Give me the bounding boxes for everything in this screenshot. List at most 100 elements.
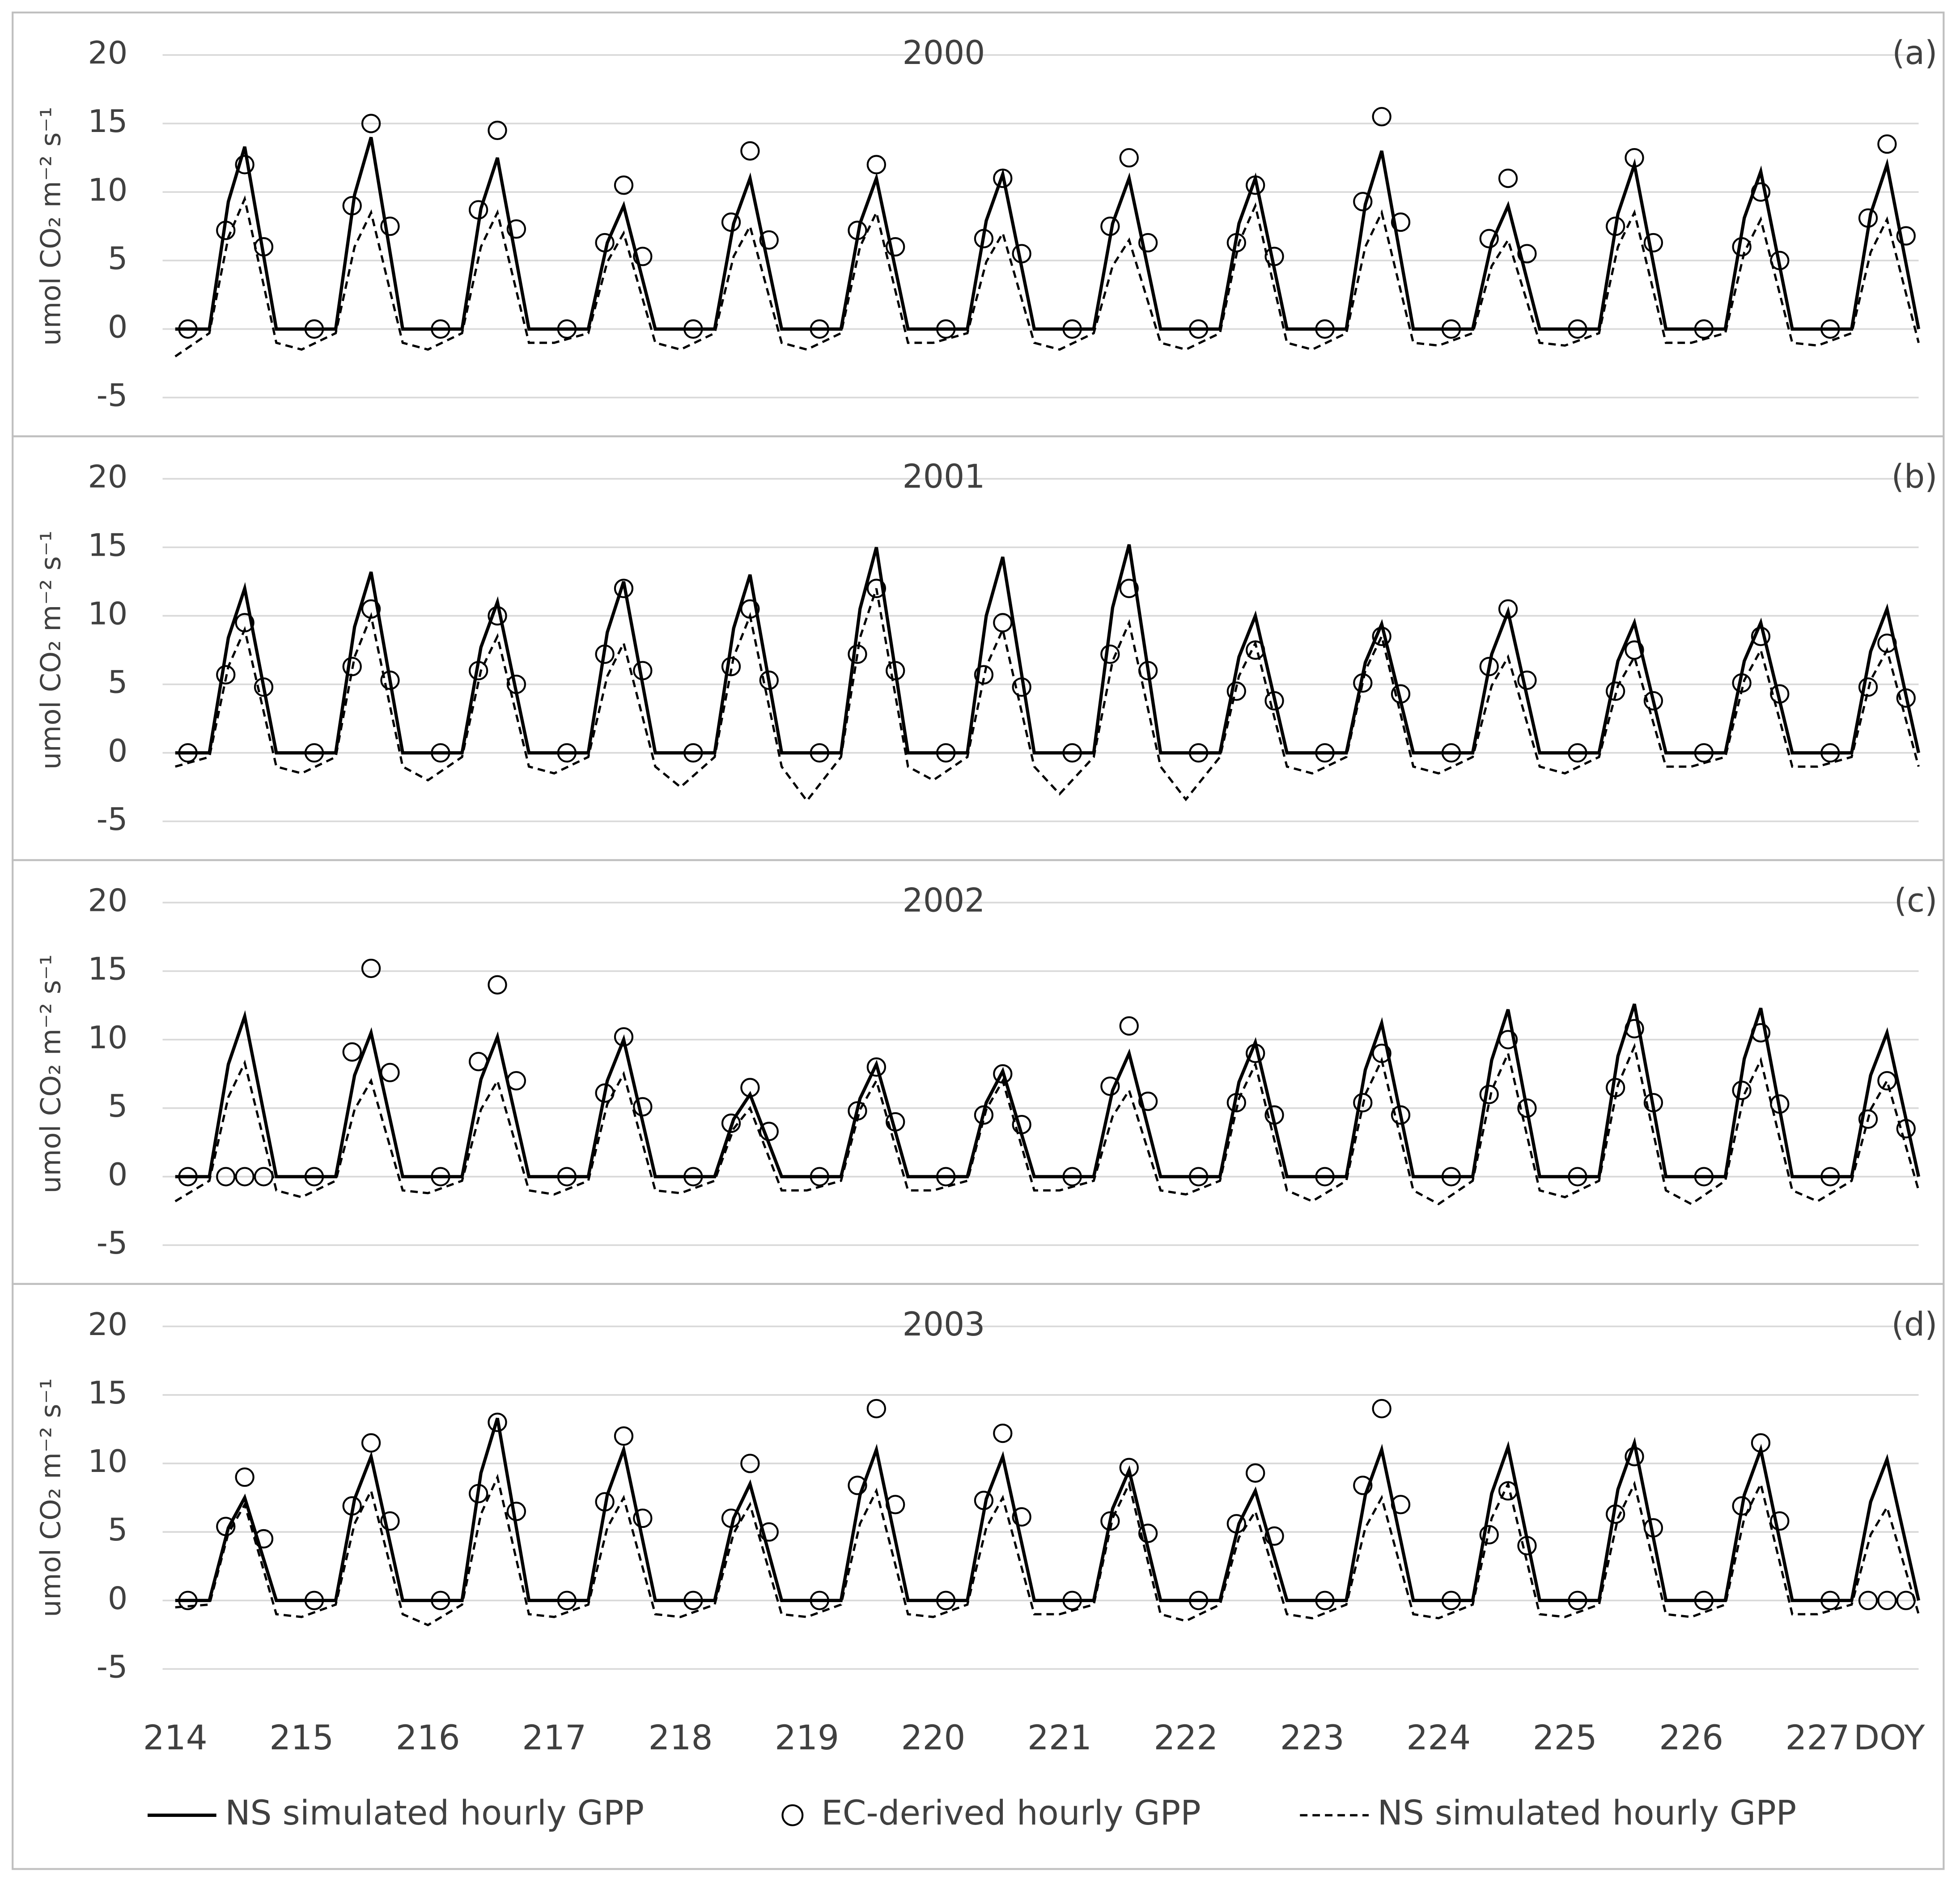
- data-point: [178, 743, 198, 763]
- data-point: [1226, 681, 1246, 701]
- data-point: [993, 1423, 1013, 1443]
- data-point: [683, 743, 703, 763]
- data-point: [936, 743, 956, 763]
- data-point: [1877, 1591, 1897, 1610]
- data-point: [866, 155, 887, 174]
- data-point: [361, 1433, 381, 1453]
- chart-title: 2000: [903, 34, 985, 72]
- data-point: [468, 661, 488, 680]
- data-point: [721, 1113, 741, 1133]
- data-point: [380, 1511, 400, 1531]
- data-point: [342, 196, 362, 216]
- data-point: [1372, 107, 1392, 127]
- data-point: [1138, 233, 1158, 253]
- data-point: [468, 1052, 488, 1072]
- data-point: [633, 661, 653, 680]
- y-tick-label: 0: [108, 733, 127, 769]
- panel-label: (d): [1892, 1306, 1938, 1344]
- y-axis-label: umol CO₂ m⁻² s⁻¹: [35, 1378, 67, 1617]
- data-point: [759, 1122, 779, 1141]
- y-tick-label: 15: [88, 1375, 127, 1411]
- data-point: [1625, 640, 1644, 660]
- data-point: [1246, 175, 1265, 195]
- line-series: [175, 136, 1921, 331]
- data-point: [1372, 1399, 1392, 1419]
- data-point: [488, 120, 507, 140]
- data-point: [886, 1112, 905, 1132]
- data-point: [557, 1591, 577, 1610]
- data-point: [866, 1057, 887, 1077]
- data-point: [1751, 1433, 1771, 1453]
- data-point: [1441, 1167, 1461, 1187]
- data-point: [1896, 1119, 1916, 1139]
- x-tick-label: 226: [1659, 1718, 1723, 1757]
- data-point: [342, 1496, 362, 1516]
- data-point: [1568, 319, 1587, 339]
- data-point: [1770, 251, 1790, 270]
- data-point: [557, 1167, 577, 1187]
- data-point: [595, 644, 615, 664]
- data-point: [216, 1517, 236, 1536]
- data-point: [1498, 1030, 1518, 1050]
- y-tick-label: 20: [88, 1306, 127, 1343]
- data-point: [1119, 1458, 1139, 1477]
- x-tick-label: 221: [1027, 1718, 1092, 1757]
- data-point: [1264, 247, 1284, 266]
- data-point: [557, 743, 577, 763]
- data-point: [1770, 684, 1790, 704]
- data-point: [595, 1492, 615, 1512]
- data-point: [614, 578, 634, 598]
- data-point: [936, 319, 956, 339]
- data-point: [1315, 743, 1335, 763]
- data-point: [1062, 1591, 1082, 1610]
- legend-marker: [781, 1804, 804, 1826]
- data-point: [1751, 182, 1771, 202]
- data-point: [1751, 626, 1771, 646]
- x-tick-label: 216: [396, 1718, 460, 1757]
- data-point: [1625, 148, 1644, 168]
- data-point: [1246, 1463, 1265, 1483]
- data-point: [848, 221, 867, 240]
- data-point: [1100, 217, 1120, 236]
- data-point: [759, 230, 779, 250]
- data-point: [1119, 578, 1139, 598]
- line-series: [174, 195, 1920, 357]
- panel-border: [12, 1283, 1945, 1870]
- x-tick-label: 227: [1786, 1718, 1850, 1757]
- data-point: [886, 237, 905, 257]
- data-point: [848, 644, 867, 664]
- data-point: [1625, 1447, 1644, 1467]
- data-point: [178, 1591, 198, 1610]
- data-point: [216, 221, 236, 240]
- data-point: [1858, 208, 1878, 228]
- data-point: [1100, 644, 1120, 664]
- data-point: [740, 141, 760, 161]
- y-tick-label: 0: [108, 1157, 127, 1193]
- data-point: [304, 319, 324, 339]
- data-point: [936, 1167, 956, 1187]
- data-point: [1694, 319, 1714, 339]
- data-point: [1517, 1098, 1537, 1118]
- data-point: [506, 674, 526, 694]
- data-point: [1820, 743, 1840, 763]
- y-tick-label: -5: [97, 801, 128, 838]
- data-point: [216, 1167, 236, 1187]
- data-point: [633, 1508, 653, 1528]
- data-point: [506, 1501, 526, 1521]
- data-point: [1820, 319, 1840, 339]
- data-point: [1441, 1591, 1461, 1610]
- data-point: [1353, 1093, 1373, 1113]
- data-point: [886, 661, 905, 680]
- data-point: [1643, 1093, 1663, 1113]
- data-point: [974, 229, 994, 248]
- data-point: [1353, 191, 1373, 212]
- data-point: [1858, 1591, 1878, 1610]
- data-point: [1226, 1514, 1246, 1534]
- data-point: [1732, 1080, 1752, 1100]
- data-point: [431, 1591, 450, 1610]
- y-tick-label: 20: [88, 883, 127, 919]
- data-point: [1751, 1023, 1771, 1043]
- x-tick-label: 220: [901, 1718, 965, 1757]
- data-point: [431, 743, 450, 763]
